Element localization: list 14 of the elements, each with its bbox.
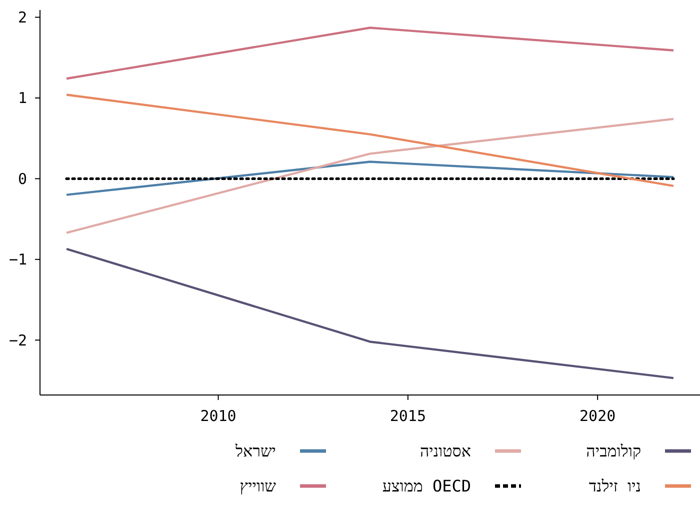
legend-label: ניו זילנד (588, 476, 641, 496)
y-tick-label: 0 (18, 170, 27, 188)
y-tick-label: −2 (8, 331, 27, 350)
legend-label: קולומביה (586, 442, 641, 461)
legend-label: שווייץ (240, 476, 277, 496)
x-tick-label: 2020 (580, 407, 616, 425)
legend-label: ישראל (234, 442, 276, 461)
y-tick-label: 2 (18, 8, 27, 27)
y-tick-label: −1 (8, 250, 27, 269)
x-tick-label: 2010 (200, 407, 236, 425)
y-tick-label: 1 (18, 89, 27, 108)
x-tick-label: 2015 (390, 407, 426, 425)
legend-label: אסטוניה (420, 442, 472, 461)
legend-label: ממוצע OECD (382, 476, 471, 496)
